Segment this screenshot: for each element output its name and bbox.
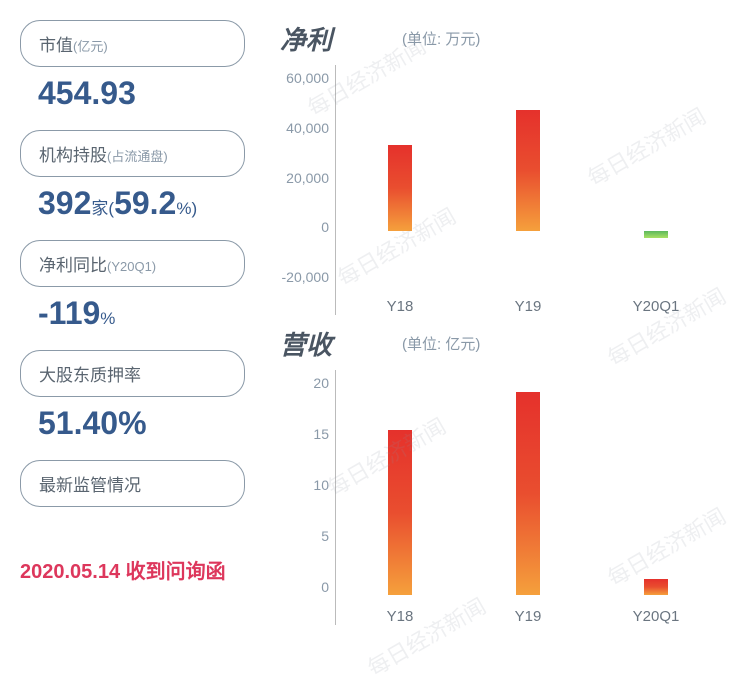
chart-title: 净利 [280,20,332,57]
metric-institutional-holdings: 机构持股(占流通盘) 392家(59.2%) [20,130,270,222]
metric-box: 最新监管情况 [20,460,245,507]
x-labels: Y18 Y19 Y20Q1 [336,298,720,315]
x-label: Y19 [498,608,558,625]
chart-plot: Y18 Y19 Y20Q1 [335,65,720,315]
y-tick: 15 [313,426,335,442]
metric-box: 大股东质押率 [20,350,245,397]
chart-bar [388,430,412,595]
metric-box: 机构持股(占流通盘) [20,130,245,177]
chart-unit: (单位: 亿元) [402,333,480,354]
chart-plot: Y18 Y19 Y20Q1 [335,370,720,625]
y-tick: 5 [321,528,335,544]
y-tick: 40,000 [286,120,335,136]
y-tick: 20,000 [286,170,335,186]
charts-panel: 净利 (单位: 万元) 60,000 40,000 20,000 0 -20,0… [280,0,750,676]
y-axis: 60,000 40,000 20,000 0 -20,000 [280,65,335,315]
metric-box: 净利同比(Y20Q1) [20,240,245,287]
metric-label: 最新监管情况 [39,476,141,495]
metric-label: 市值 [39,36,73,55]
chart-header: 营收 (单位: 亿元) [280,325,720,362]
metric-sublabel: (亿元) [73,39,108,54]
metric-pledge-ratio: 大股东质押率 51.40% [20,350,270,442]
metric-value: 454.93 [38,75,270,112]
x-label: Y20Q1 [626,298,686,315]
metric-label: 净利同比 [39,256,107,275]
metric-sublabel: (Y20Q1) [107,259,156,274]
regulatory-event-text: 2020.05.14 收到问询函 [20,555,270,584]
net-profit-chart: 净利 (单位: 万元) 60,000 40,000 20,000 0 -20,0… [280,20,720,315]
chart-title: 营收 [280,325,332,362]
metric-sublabel: (占流通盘) [107,149,168,164]
chart-area: 60,000 40,000 20,000 0 -20,000 Y18 Y19 Y… [280,65,720,315]
chart-bar [644,231,668,238]
chart-area: 20 15 10 5 0 Y18 Y19 Y20Q1 [280,370,720,625]
metric-net-profit-yoy: 净利同比(Y20Q1) -119% [20,240,270,332]
metric-value: 51.40% [38,405,270,442]
metric-value: -119% [38,295,270,332]
x-label: Y19 [498,298,558,315]
chart-bar [644,579,668,596]
metric-value: 392家(59.2%) [38,185,270,222]
revenue-chart: 营收 (单位: 亿元) 20 15 10 5 0 Y18 Y19 Y20Q1 [280,325,720,625]
y-axis: 20 15 10 5 0 [280,370,335,625]
metric-label: 机构持股 [39,146,107,165]
metric-latest-regulatory: 最新监管情况 [20,460,270,507]
metric-market-cap: 市值(亿元) 454.93 [20,20,270,112]
metric-box: 市值(亿元) [20,20,245,67]
x-label: Y18 [370,608,430,625]
x-label: Y20Q1 [626,608,686,625]
y-tick: 0 [321,219,335,235]
left-metrics-panel: 市值(亿元) 454.93 机构持股(占流通盘) 392家(59.2%) 净利同… [0,0,280,676]
y-tick: 0 [321,579,335,595]
bars-row [336,70,720,285]
chart-bar [516,392,540,596]
x-labels: Y18 Y19 Y20Q1 [336,608,720,625]
chart-bar [388,145,412,231]
x-label: Y18 [370,298,430,315]
chart-header: 净利 (单位: 万元) [280,20,720,57]
bars-row [336,375,720,595]
chart-bar [516,110,540,231]
y-tick: 60,000 [286,70,335,86]
y-tick: 10 [313,477,335,493]
y-tick: 20 [313,375,335,391]
y-tick: -20,000 [282,269,335,285]
metric-label: 大股东质押率 [39,366,141,385]
chart-unit: (单位: 万元) [402,28,480,49]
